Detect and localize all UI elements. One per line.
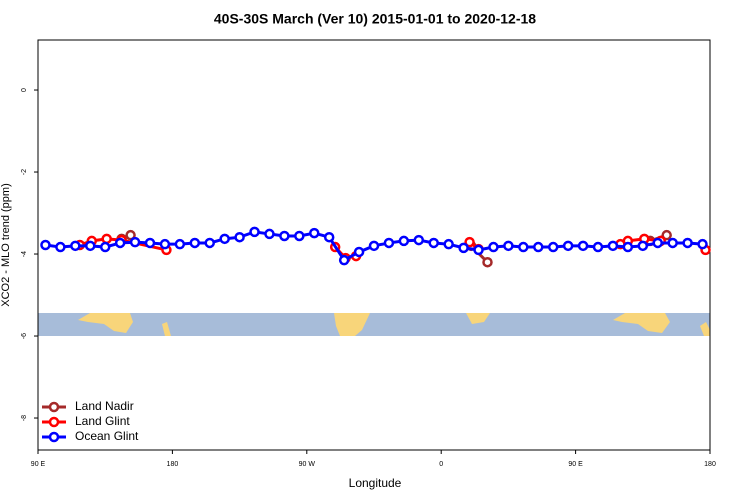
- data-point: [652, 237, 663, 249]
- data-point: [413, 234, 425, 246]
- x-tick-label: 90 E: [568, 461, 583, 468]
- data-point: [482, 256, 493, 268]
- data-point: [114, 237, 126, 249]
- data-point: [518, 241, 529, 253]
- data-point: [234, 231, 245, 243]
- data-point: [533, 241, 544, 253]
- data-point: [383, 237, 395, 249]
- data-point: [398, 235, 410, 247]
- data-point: [99, 241, 111, 253]
- data-point: [323, 231, 335, 243]
- data-point: [428, 237, 439, 249]
- y-tick-label: -2: [21, 169, 28, 175]
- data-point: [129, 236, 141, 248]
- data-point: [637, 240, 649, 252]
- legend-marker: [48, 416, 60, 428]
- chart-title: 40S-30S March (Ver 10) 2015-01-01 to 202…: [214, 11, 536, 27]
- data-point: [174, 238, 186, 250]
- y-tick-label: -4: [21, 251, 28, 257]
- land-area: [334, 313, 370, 336]
- data-point: [144, 237, 156, 249]
- legend-label: Land Nadir: [75, 399, 134, 413]
- x-tick-label: 180: [167, 461, 179, 468]
- data-point: [85, 240, 96, 252]
- data-point: [368, 240, 380, 252]
- data-point: [464, 236, 475, 248]
- data-point: [473, 244, 484, 256]
- y-tick-label: 0: [21, 88, 28, 92]
- y-tick-label: -8: [21, 415, 28, 421]
- x-axis-label: Longitude: [349, 476, 402, 490]
- data-point: [70, 240, 81, 252]
- land-area: [78, 313, 133, 333]
- land-area: [162, 322, 171, 336]
- data-point: [101, 233, 112, 245]
- x-tick-label: 90 W: [299, 461, 316, 468]
- data-point: [592, 241, 604, 253]
- data-point: [458, 242, 469, 254]
- series: [40, 226, 708, 266]
- map-band: [38, 313, 710, 336]
- x-tick-label: 180: [704, 461, 716, 468]
- legend-marker: [48, 431, 60, 443]
- data-point: [607, 240, 619, 252]
- data-point: [353, 246, 365, 258]
- x-tick-label: 90 E: [31, 461, 46, 468]
- data-point: [697, 238, 708, 250]
- data-point: [249, 226, 260, 238]
- y-tick-label: -6: [21, 333, 28, 339]
- legend-marker: [48, 401, 60, 413]
- data-point: [661, 229, 672, 241]
- data-point: [562, 240, 574, 252]
- land-area: [466, 313, 490, 324]
- data-point: [338, 254, 350, 266]
- plot-frame: [37, 39, 711, 451]
- data-point: [294, 230, 305, 242]
- data-point: [547, 241, 559, 253]
- data-point: [667, 237, 678, 249]
- data-point: [125, 229, 136, 241]
- data-point: [264, 228, 275, 240]
- land-area: [613, 313, 670, 333]
- data-point: [577, 240, 589, 252]
- data-point: [443, 238, 454, 250]
- data-point: [622, 241, 634, 253]
- y-axis-label: XCO2 - MLO trend (ppm): [0, 183, 12, 306]
- data-point: [55, 241, 66, 253]
- data-point: [189, 237, 201, 249]
- x-tick-label: 0: [439, 461, 443, 468]
- data-point: [279, 230, 290, 242]
- data-point: [503, 240, 514, 252]
- land-area: [700, 322, 710, 336]
- legend-label: Ocean Glint: [75, 429, 139, 443]
- ocean-area: [38, 313, 710, 336]
- data-point: [682, 237, 693, 249]
- data-point: [40, 239, 51, 251]
- legend-label: Land Glint: [75, 414, 130, 428]
- data-point: [204, 237, 215, 249]
- data-point: [488, 241, 499, 253]
- data-point: [159, 238, 171, 250]
- data-point: [219, 233, 230, 245]
- data-point: [309, 227, 320, 239]
